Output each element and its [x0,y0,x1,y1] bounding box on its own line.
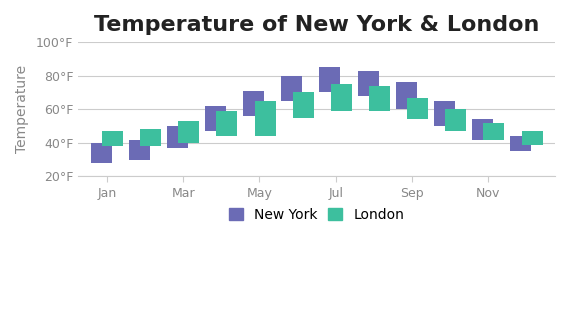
Legend: New York, London: New York, London [225,204,409,226]
Bar [282,76,302,101]
Bar [483,123,504,140]
Bar [205,106,226,131]
Title: Temperature of New York & London: Temperature of New York & London [94,15,539,35]
Bar [434,101,455,126]
Bar [445,109,466,131]
Bar [129,140,150,160]
Bar [102,131,123,146]
Bar [140,129,161,146]
Bar [217,111,238,136]
Bar [472,119,493,140]
Bar [357,71,378,96]
Bar [255,101,275,136]
Bar [407,98,428,119]
Bar [510,136,531,151]
Bar [522,131,543,145]
Bar [319,67,340,92]
Bar [396,83,417,109]
Bar [167,126,188,148]
Bar [369,86,390,111]
Y-axis label: Temperature: Temperature [15,65,29,153]
Bar [243,91,264,116]
Bar [331,84,352,111]
Bar [293,92,314,118]
Bar [91,143,112,163]
Bar [178,121,199,143]
